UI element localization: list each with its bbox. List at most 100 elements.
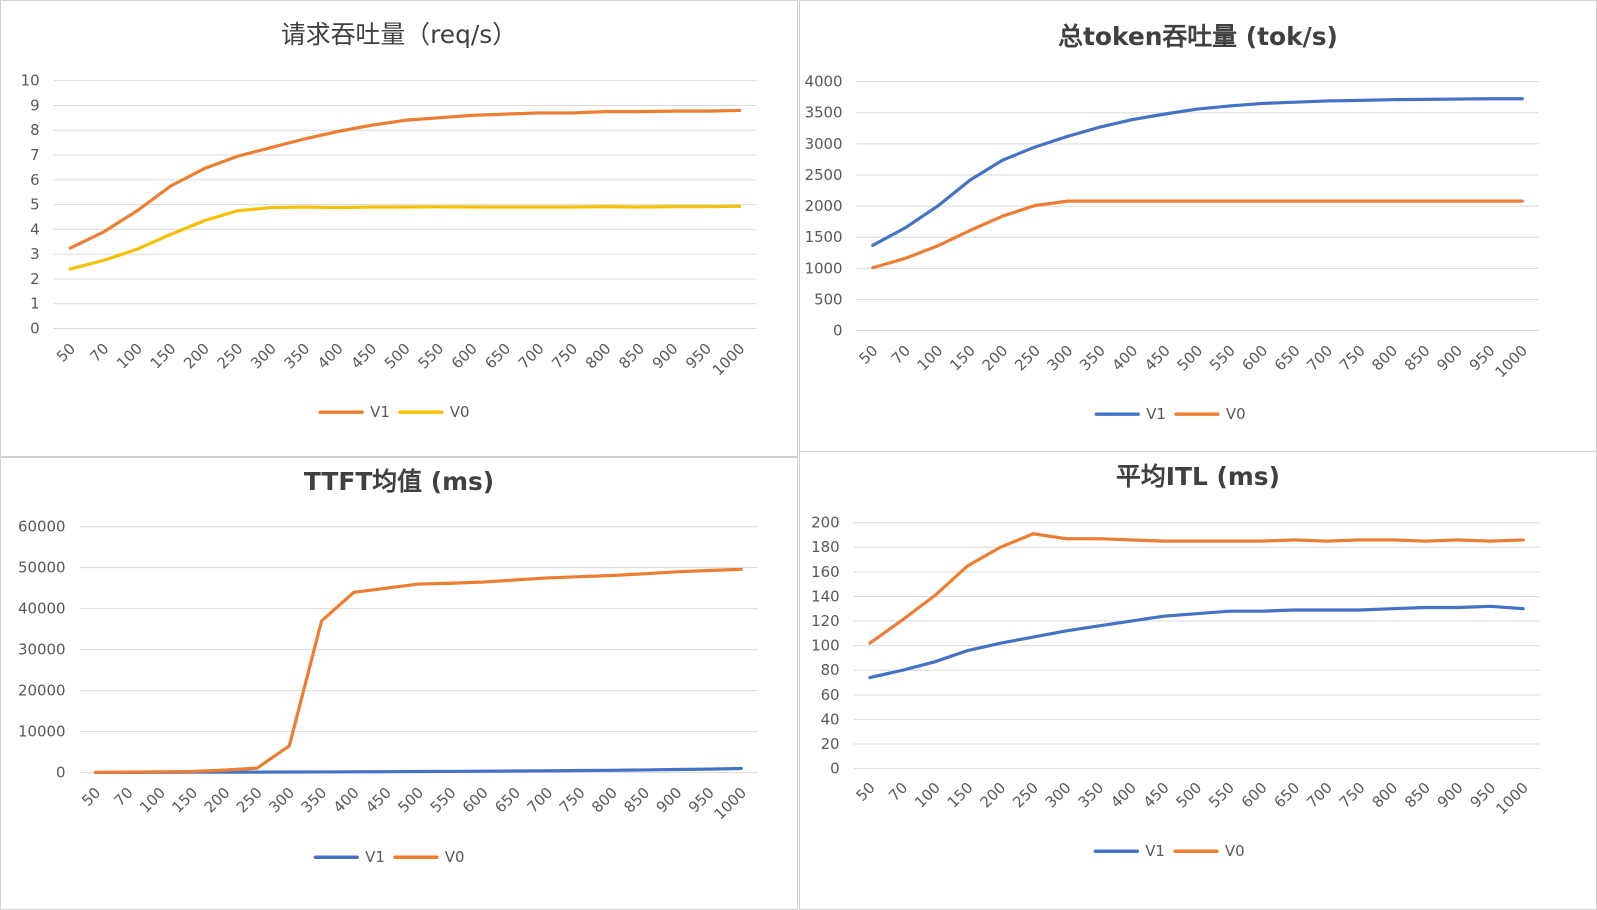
x-tick-label: 700 bbox=[1303, 779, 1336, 812]
chart-title: 平均ITL (ms) bbox=[1116, 462, 1280, 491]
x-tick-label: 250 bbox=[214, 340, 247, 373]
x-tick-label: 70 bbox=[86, 340, 112, 366]
series-line-v0 bbox=[93, 567, 743, 774]
y-tick-label: 60 bbox=[821, 686, 840, 704]
x-tick-label: 250 bbox=[233, 784, 266, 817]
x-tick-label: 1000 bbox=[1491, 342, 1531, 382]
y-tick-label: 1 bbox=[30, 295, 39, 313]
y-tick-label: 200 bbox=[811, 514, 839, 532]
x-tick-label: 100 bbox=[136, 784, 169, 817]
y-tick-label: 6 bbox=[30, 171, 39, 189]
y-tick-label: 0 bbox=[833, 322, 843, 340]
x-tick-label: 550 bbox=[1206, 342, 1239, 375]
x-tick-label: 350 bbox=[280, 340, 313, 373]
x-tick-label: 700 bbox=[523, 784, 556, 817]
x-tick-label: 600 bbox=[1238, 342, 1271, 375]
x-tick-label: 800 bbox=[582, 340, 615, 373]
x-tick-label: 50 bbox=[78, 784, 104, 810]
y-tick-label: 60000 bbox=[18, 518, 65, 536]
x-tick-label: 800 bbox=[1368, 342, 1401, 375]
x-tick-label: 200 bbox=[976, 779, 1009, 812]
x-tick-label: 500 bbox=[394, 784, 427, 817]
x-tick-label: 850 bbox=[615, 340, 648, 373]
x-tick-label: 1000 bbox=[710, 784, 750, 824]
legend-label-v1: V1 bbox=[365, 848, 385, 866]
x-tick-label: 600 bbox=[448, 340, 481, 373]
y-tick-label: 0 bbox=[56, 764, 66, 782]
x-tick-label: 700 bbox=[515, 340, 548, 373]
legend-label-v1: V1 bbox=[1145, 842, 1165, 860]
x-tick-label: 70 bbox=[885, 779, 911, 805]
x-tick-label: 150 bbox=[168, 784, 201, 817]
y-tick-label: 20000 bbox=[18, 682, 65, 700]
y-tick-label: 8 bbox=[30, 121, 39, 139]
y-tick-label: 3000 bbox=[805, 135, 843, 153]
series-line-v1 bbox=[68, 108, 742, 250]
y-tick-label: 2500 bbox=[805, 166, 843, 184]
y-tick-label: 80 bbox=[821, 661, 840, 679]
y-tick-label: 160 bbox=[811, 563, 839, 581]
chart-panel-ttft-mean: TTFT均值 (ms) 0 10000 20000 30000 40000 50000 600… bbox=[0, 457, 798, 910]
y-tick-label: 5 bbox=[30, 196, 39, 214]
legend-label-v1: V1 bbox=[1146, 405, 1166, 423]
x-tick-label: 600 bbox=[1238, 779, 1271, 812]
x-tick-label: 350 bbox=[1074, 779, 1107, 812]
x-tick-label: 250 bbox=[1009, 779, 1042, 812]
y-tick-label: 180 bbox=[811, 538, 839, 556]
series-line-v1 bbox=[871, 97, 1524, 247]
x-tick-label: 850 bbox=[1401, 779, 1434, 812]
y-tick-label: 0 bbox=[30, 320, 39, 338]
x-tick-label: 1000 bbox=[1492, 779, 1532, 819]
y-tick-label: 120 bbox=[811, 612, 839, 630]
chart-panel-request-throughput: 请求吞吐量（req/s） 0 1 2 3 4 5 6 7 8 9 10 50 70 100 150 200 250… bbox=[0, 0, 798, 457]
x-tick-label: 100 bbox=[113, 340, 146, 373]
y-tick-label: 10 bbox=[21, 72, 40, 90]
y-tick-label: 2000 bbox=[805, 197, 843, 215]
x-tick-label: 100 bbox=[911, 779, 944, 812]
x-tick-label: 850 bbox=[620, 784, 653, 817]
chart-avg-itl: 平均ITL (ms) 0 20 40 60 80 100 120 140 160 180 200 50 7… bbox=[811, 462, 1540, 860]
x-tick-label: 150 bbox=[147, 340, 180, 373]
x-tick-label: 700 bbox=[1303, 342, 1336, 375]
x-tick-label: 150 bbox=[946, 342, 979, 375]
y-tick-label: 4000 bbox=[805, 73, 843, 91]
y-tick-label: 50000 bbox=[18, 559, 65, 577]
chart-title: 请求吞吐量（req/s） bbox=[281, 20, 517, 49]
y-tick-label: 40 bbox=[821, 710, 840, 728]
y-tick-label: 2 bbox=[30, 270, 39, 288]
x-tick-label: 70 bbox=[888, 342, 914, 368]
chart-title: TTFT均值 (ms) bbox=[304, 467, 494, 496]
x-tick-label: 900 bbox=[649, 340, 682, 373]
x-tick-label: 500 bbox=[1172, 779, 1205, 812]
x-tick-label: 650 bbox=[491, 784, 524, 817]
x-tick-label: 800 bbox=[1368, 779, 1401, 812]
x-tick-label: 650 bbox=[1271, 342, 1304, 375]
x-tick-label: 50 bbox=[855, 342, 881, 368]
x-tick-label: 750 bbox=[548, 340, 581, 373]
x-tick-label: 50 bbox=[53, 340, 79, 366]
x-tick-label: 900 bbox=[1434, 779, 1467, 812]
series-line-v0 bbox=[68, 204, 742, 271]
x-tick-label: 400 bbox=[330, 784, 363, 817]
x-tick-label: 200 bbox=[180, 340, 213, 373]
y-tick-label: 20 bbox=[821, 735, 840, 753]
x-tick-label: 750 bbox=[1336, 342, 1369, 375]
x-tick-label: 450 bbox=[1141, 342, 1174, 375]
y-tick-label: 140 bbox=[811, 587, 839, 605]
legend-label-v0: V0 bbox=[445, 848, 465, 866]
x-tick-label: 500 bbox=[381, 340, 414, 373]
x-tick-label: 550 bbox=[427, 784, 460, 817]
x-tick-label: 900 bbox=[653, 784, 686, 817]
x-tick-label: 650 bbox=[481, 340, 514, 373]
legend-label-v1: V1 bbox=[370, 403, 390, 421]
chart-token-throughput: 总token吞吐量 (tok/s) 0 500 1000 1500 2000 2500 300… bbox=[805, 22, 1539, 423]
y-tick-label: 9 bbox=[30, 96, 39, 114]
x-tick-label: 850 bbox=[1401, 342, 1434, 375]
legend-label-v0: V0 bbox=[1226, 405, 1246, 423]
y-tick-label: 1500 bbox=[805, 228, 843, 246]
y-tick-label: 4 bbox=[30, 220, 39, 238]
x-tick-label: 300 bbox=[265, 784, 298, 817]
x-tick-label: 450 bbox=[347, 340, 380, 373]
chart-ttft-mean: TTFT均值 (ms) 0 10000 20000 30000 40000 50000 600… bbox=[18, 467, 758, 866]
chart-panel-avg-itl: 平均ITL (ms) 0 20 40 60 80 100 120 140 160 180 200 50 7… bbox=[799, 451, 1597, 910]
